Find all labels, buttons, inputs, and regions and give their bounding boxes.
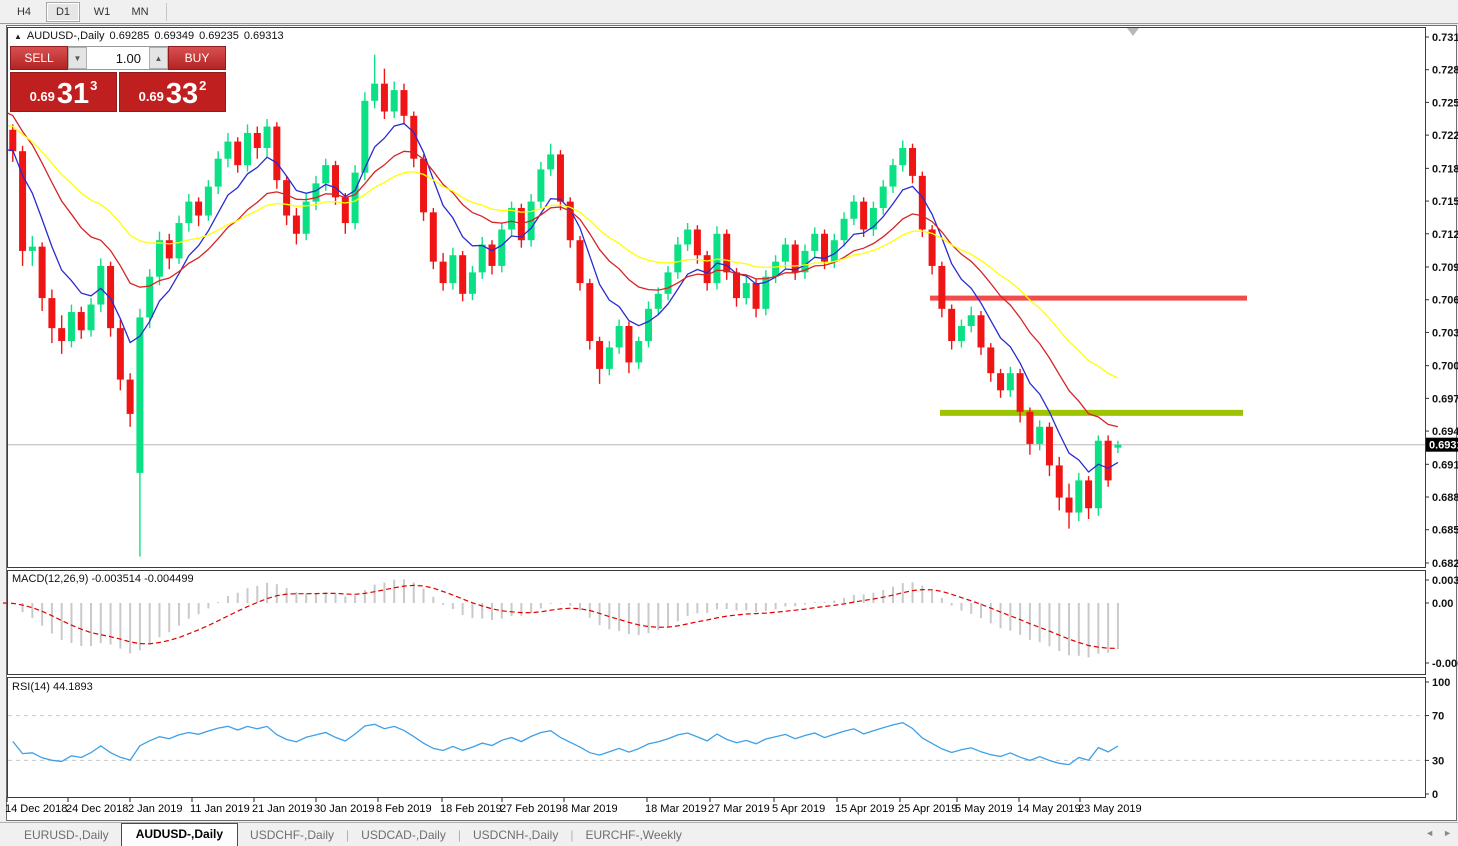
one-click-trading-widget: SELL ▼ 1.00 ▲ BUY 0.69 31 3 0.69 33 2 [10,46,226,112]
sell-quote[interactable]: 0.69 31 3 [10,72,117,112]
svg-text:0.70970: 0.70970 [1432,262,1458,274]
volume-increase-button[interactable]: ▲ [149,47,168,69]
svg-text:0.70360: 0.70360 [1432,327,1458,339]
svg-text:5 Apr 2019: 5 Apr 2019 [772,803,825,815]
svg-text:11 Jan 2019: 11 Jan 2019 [190,803,250,815]
sell-button[interactable]: SELL [10,46,68,70]
tab-scroll-right-icon[interactable]: ► [1443,828,1452,838]
volume-stepper: ▼ 1.00 ▲ [68,46,168,70]
timeframe-toolbar: H4 D1 W1 MN [0,0,1458,24]
timeframe-button-d1[interactable]: D1 [46,1,80,22]
chart-panes [7,27,1426,798]
timeframe-button-mn[interactable]: MN [131,5,149,18]
svg-text:18 Mar 2019: 18 Mar 2019 [645,803,707,815]
svg-text:0.71280: 0.71280 [1432,229,1458,241]
buy-price-pips: 33 [165,78,199,110]
buy-price-point: 2 [199,78,207,93]
svg-text:0.00: 0.00 [1432,598,1453,610]
svg-text:0.72505: 0.72505 [1432,97,1458,109]
rsi-indicator [8,715,1425,766]
sell-price-prefix: 0.69 [29,89,55,104]
svg-text:8 Mar 2019: 8 Mar 2019 [562,803,618,815]
svg-text:21 Jan 2019: 21 Jan 2019 [252,803,313,815]
volume-decrease-button[interactable]: ▼ [68,47,87,69]
svg-text:0.69130: 0.69130 [1432,459,1458,471]
price-chart[interactable]: 0.73115 0.72810 0.72505 0.72200 0.71890 0.715… [0,25,1458,822]
toolbar-separator [166,2,167,21]
symbol-ohlc-header: ▲ AUDUSD-,Daily 0.69285 0.69349 0.69235 … [14,30,284,42]
svg-text:0.73115: 0.73115 [1432,32,1458,44]
volume-field[interactable]: 1.00 [115,50,141,66]
symbol-name: AUDUSD-,Daily [26,30,105,42]
tab-usdcad-daily[interactable]: USDCAD-,Daily [361,828,446,842]
svg-text:0.69440: 0.69440 [1432,426,1458,438]
svg-text:30 Jan 2019: 30 Jan 2019 [314,803,375,815]
svg-text:0.72200: 0.72200 [1432,130,1458,142]
ohlc-high: 0.69349 [154,30,195,42]
ohlc-low: 0.69235 [199,30,239,42]
svg-text:0.71585: 0.71585 [1432,196,1458,208]
svg-text:0.003035: 0.003035 [1432,575,1458,587]
axis-labels: 0.73115 0.72810 0.72505 0.72200 0.71890 0.715… [5,32,1458,815]
svg-text:18 Feb 2019: 18 Feb 2019 [440,803,502,815]
buy-button[interactable]: BUY [168,46,226,70]
svg-text:0.68520: 0.68520 [1432,525,1458,537]
ohlc-close: 0.69313 [243,30,284,42]
collapse-panel-icon[interactable]: ▲ [14,31,22,41]
tab-separator: | [346,828,350,842]
svg-text:24 Dec 2018: 24 Dec 2018 [66,803,128,815]
rsi-label: RSI(14) 44.1893 [12,681,93,693]
svg-text:8 Feb 2019: 8 Feb 2019 [376,803,432,815]
svg-text:70: 70 [1432,711,1444,723]
svg-text:0.69313: 0.69313 [1429,440,1458,452]
svg-text:0.71890: 0.71890 [1432,163,1458,175]
svg-text:0.69745: 0.69745 [1432,393,1458,405]
svg-text:-0.00631: -0.00631 [1432,658,1458,670]
sell-price-point: 3 [90,78,98,93]
svg-text:0.70665: 0.70665 [1432,295,1458,307]
svg-text:14 May 2019: 14 May 2019 [1017,803,1081,815]
svg-text:14 Dec 2018: 14 Dec 2018 [5,803,67,815]
tab-scroll-controls: ◄ ► [1425,828,1452,838]
svg-text:5 May 2019: 5 May 2019 [955,803,1012,815]
tab-scroll-left-icon[interactable]: ◄ [1425,828,1435,838]
tab-eurchf-weekly[interactable]: EURCHF-,Weekly [585,828,682,842]
chart-tab-bar: EURUSD-,Daily AUDUSD-,Daily USDCHF-,Daily |… [0,822,1458,846]
tab-audusd-daily[interactable]: AUDUSD-,Daily [120,823,239,846]
macd-indicator [2,579,1119,658]
tab-separator: | [570,828,574,842]
svg-text:27 Feb 2019: 27 Feb 2019 [500,803,562,815]
candlestick-series [9,54,1122,557]
svg-text:30: 30 [1432,755,1444,767]
tab-eurusd-daily[interactable]: EURUSD-,Daily [24,828,109,842]
horizontal-level-lines[interactable] [8,295,1425,446]
svg-text:0.68825: 0.68825 [1432,492,1458,504]
buy-price-prefix: 0.69 [138,89,164,104]
sell-price-pips: 31 [56,78,90,110]
buy-quote[interactable]: 0.69 33 2 [119,72,226,112]
tab-usdchf-daily[interactable]: USDCHF-,Daily [250,828,335,842]
timeframe-button-h4[interactable]: H4 [16,5,32,18]
svg-text:0.72810: 0.72810 [1432,65,1458,77]
svg-text:27 Mar 2019: 27 Mar 2019 [708,803,770,815]
tab-separator: | [457,828,461,842]
svg-text:23 May 2019: 23 May 2019 [1078,803,1142,815]
ohlc-open: 0.69285 [109,30,150,42]
svg-text:25 Apr 2019: 25 Apr 2019 [898,803,957,815]
svg-text:0: 0 [1432,789,1438,801]
svg-text:15 Apr 2019: 15 Apr 2019 [835,803,894,815]
timeframe-button-w1[interactable]: W1 [93,5,111,18]
macd-label: MACD(12,26,9) -0.003514 -0.004499 [12,573,194,585]
svg-text:0.68210: 0.68210 [1432,558,1458,570]
svg-text:2 Jan 2019: 2 Jan 2019 [128,803,182,815]
tab-usdcnh-daily[interactable]: USDCNH-,Daily [472,828,559,842]
svg-text:0.70050: 0.70050 [1432,361,1458,373]
svg-text:100: 100 [1432,677,1450,689]
moving-average-lines [8,28,1139,473]
